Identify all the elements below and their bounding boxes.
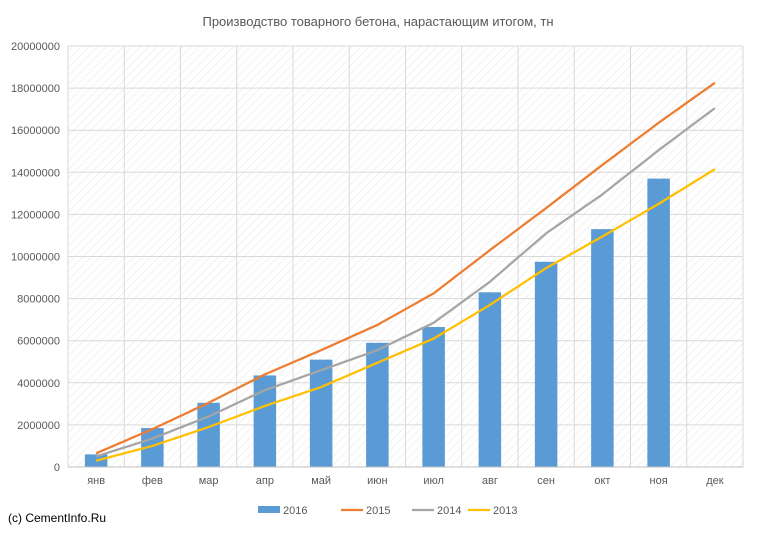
legend-label-2016: 2016 [283,505,307,517]
x-tick-label: мар [199,475,219,487]
x-tick-label: апр [256,475,274,487]
y-tick-label: 16000000 [11,125,60,137]
x-tick-label: июн [367,475,387,487]
x-tick-label: окт [594,475,610,487]
y-tick-label: 8000000 [17,294,60,306]
line-series-2015 [95,81,716,455]
x-tick-label: сен [537,475,555,487]
line-series-group [95,81,716,462]
x-tick-label: май [311,475,331,487]
legend-label-2015: 2015 [366,505,390,517]
y-axis: 0 2000000 4000000 6000000 8000000 10000000 120… [11,41,60,474]
y-tick-label: 14000000 [11,167,60,179]
legend: 2016 2015 2014 2013 [258,505,517,517]
bar-2016-июн [366,342,389,467]
legend-label-2013: 2013 [493,505,517,517]
line-series-2014 [95,107,716,458]
bar-2016-сен [534,261,558,467]
legend-label-2014: 2014 [437,505,461,517]
y-tick-label: 6000000 [17,336,60,348]
y-tick-label: 10000000 [11,252,60,264]
bar-series-group [84,178,670,468]
y-tick-label: 18000000 [11,83,60,95]
y-tick-label: 2000000 [17,420,60,432]
bar-2016-окт [591,229,614,467]
x-tick-label: янв [87,475,105,487]
x-tick-label: фев [142,475,163,487]
bar-2016-июл [422,327,445,467]
x-tick-label: ноя [650,475,668,487]
y-tick-label: 20000000 [11,41,60,53]
x-tick-label: авг [482,475,498,487]
y-tick-label: 4000000 [17,378,60,390]
bar-2016-май [309,359,333,467]
bar-2016-авг [478,292,502,467]
x-tick-label: дек [706,475,724,487]
line-series-2013 [95,168,716,462]
y-tick-label: 0 [54,462,60,474]
legend-swatch-2016 [258,506,280,513]
x-axis: янв фев мар апр май июн июл авг сен окт ноя дек [68,466,743,487]
bar-2016-апр [253,375,277,467]
y-tick-label: 12000000 [11,209,60,221]
bar-2016-фев [141,428,164,467]
bar-2016-ноя [647,178,670,468]
chart-title: Производство товарного бетона, нарастающ… [202,14,553,29]
copyright-text: (c) CementInfo.Ru [8,511,106,525]
x-tick-label: июл [423,475,444,487]
